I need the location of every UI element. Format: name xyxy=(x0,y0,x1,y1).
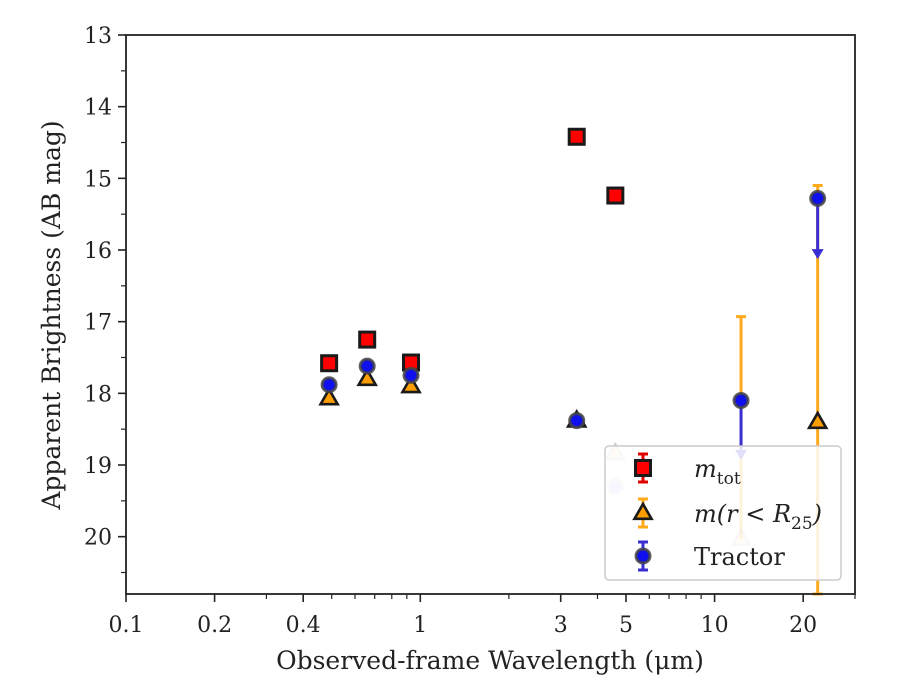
tractor-circle-marker xyxy=(568,412,586,430)
y-tick-label: 17 xyxy=(84,311,112,336)
tractor-circle-marker xyxy=(402,366,420,384)
y-tick-label: 19 xyxy=(84,454,112,479)
y-tick-label: 15 xyxy=(84,167,112,192)
legend-label: Tractor xyxy=(694,543,785,571)
tractor-circle-marker xyxy=(358,357,376,375)
mr25-triangle-marker xyxy=(400,374,422,394)
mr25-triangle-marker xyxy=(356,367,378,387)
x-tick-label: 0.1 xyxy=(109,613,144,638)
x-tick-label: 1 xyxy=(413,613,427,638)
mr25-triangle-marker xyxy=(806,410,829,430)
y-tick-label: 20 xyxy=(84,526,112,551)
x-tick-label: 5 xyxy=(619,613,633,638)
legend: mtot m(r < R25) Tractor xyxy=(604,445,842,581)
legend-label-tail: ) xyxy=(812,500,822,528)
mtot-square-marker xyxy=(567,127,586,146)
legend-mtot-square-marker xyxy=(634,459,652,477)
legend-label-subscript: 25 xyxy=(791,514,813,534)
mtot-square-marker xyxy=(320,354,339,373)
mtot-square-marker xyxy=(606,186,625,205)
legend-mr25-triangle-marker xyxy=(632,501,654,521)
legend-label: m(r < R25) xyxy=(694,500,822,534)
legend-label: mtot xyxy=(694,455,741,489)
y-tick-label: 18 xyxy=(84,382,112,407)
x-tick-label: 10 xyxy=(701,613,729,638)
plot-frame xyxy=(125,34,856,595)
mtot-square-marker xyxy=(358,330,377,349)
y-tick-label: 13 xyxy=(84,24,112,49)
y-tick-label: 14 xyxy=(84,96,112,121)
mr25-triangle-marker xyxy=(318,386,340,406)
y-tick-label: 16 xyxy=(84,239,112,264)
tractor-circle-marker xyxy=(320,376,338,394)
x-tick-label: 0.4 xyxy=(286,613,321,638)
x-axis-label: Observed-frame Wavelength (μm) xyxy=(276,646,704,675)
tractor-circle-marker xyxy=(732,392,750,409)
legend-tractor-circle-marker xyxy=(634,547,652,565)
legend-box xyxy=(604,445,842,581)
legend-label-subscript: tot xyxy=(717,469,741,489)
x-tick-label: 0.2 xyxy=(197,613,232,638)
legend-label-base: m xyxy=(694,455,717,483)
upper-limit-arrow xyxy=(811,249,824,260)
legend-label-base: m(r < R xyxy=(694,500,791,528)
x-tick-label: 20 xyxy=(789,613,817,638)
legend-label-base: Tractor xyxy=(694,543,785,571)
tractor-circle-marker xyxy=(809,189,827,207)
x-tick-label: 3 xyxy=(554,613,568,638)
y-axis-label: Apparent Brightness (AB mag) xyxy=(37,120,66,510)
